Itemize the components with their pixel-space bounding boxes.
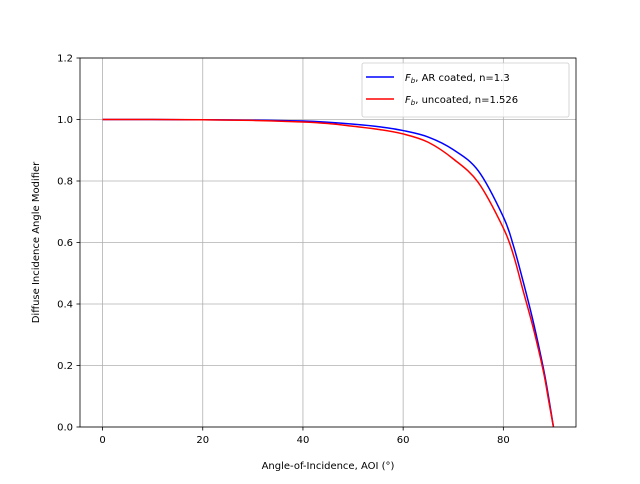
ticks: 0 20 40 60 80 0.0 0.2 0.4 0.6 0.8 1.0 1.2 [57,54,510,447]
x-tick-label: 0 [99,435,105,446]
legend: Fb, AR coated, n=1.3Fb, uncoated, n=1.52… [361,62,570,118]
y-tick-label: 0.6 [57,238,73,249]
x-tick-label: 40 [297,435,310,446]
legend-label-sub: b [411,99,416,107]
y-axis-label: Diffuse Incidence Angle Modifier [31,161,42,323]
y-tick-label: 0.2 [57,361,73,372]
legend-label-main: F [405,73,411,84]
legend-box [361,62,570,118]
series-line-0 [102,118,555,428]
legend-label-rest: , uncoated, n=1.526 [415,95,518,106]
legend-label-sub: b [411,77,416,85]
y-tick-label: 0.8 [57,177,73,188]
series-lines [102,118,555,428]
y-tick-label: 1.0 [57,115,73,126]
y-tick-label: 1.2 [57,54,73,65]
legend-label-rest: , AR coated, n=1.3 [415,73,509,84]
legend-label: Fb, AR coated, n=1.3 [405,73,510,85]
x-axis-label: Angle-of-Incidence, AOI (°) [262,461,395,472]
series-line-1 [102,118,555,428]
y-tick-label: 0.0 [57,423,73,434]
legend-label: Fb, uncoated, n=1.526 [405,95,518,107]
x-tick-label: 20 [196,435,209,446]
x-tick-label: 60 [397,435,410,446]
x-tick-label: 80 [497,435,510,446]
y-tick-label: 0.4 [57,300,73,311]
legend-label-main: F [405,95,411,106]
